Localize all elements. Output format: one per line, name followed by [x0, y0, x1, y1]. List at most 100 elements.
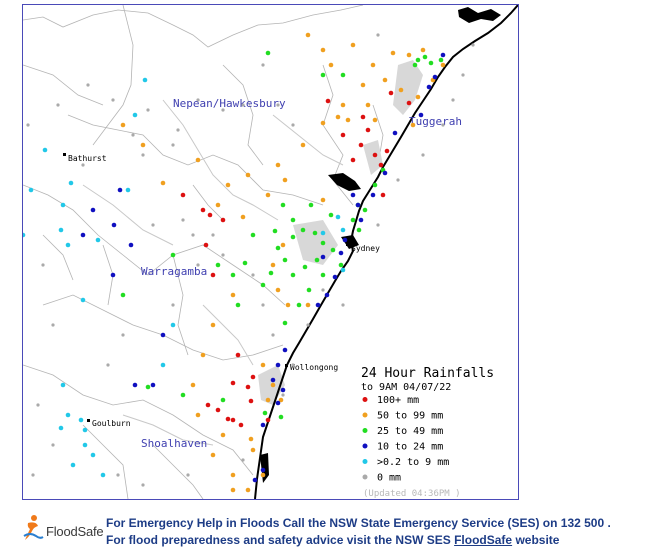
- rainfall-station-dot: [180, 392, 186, 398]
- rainfall-station-dot: [320, 72, 326, 78]
- rainfall-station-dot: [196, 263, 200, 267]
- rainfall-station-dot: [328, 62, 334, 68]
- rainfall-station-dot: [82, 442, 88, 448]
- region-label-shoalhaven: Shoalhaven: [141, 437, 207, 450]
- floodsafe-link[interactable]: FloodSafe: [454, 533, 513, 547]
- rainfall-station-dot: [195, 157, 201, 163]
- rainfall-station-dot: [290, 234, 296, 240]
- rainfall-station-dot: [420, 47, 426, 53]
- rainfall-station-dot: [41, 263, 45, 267]
- rainfall-station-dot: [241, 103, 245, 107]
- rainfall-station-dot: [291, 363, 295, 367]
- rainfall-station-dot: [245, 172, 251, 178]
- rainfall-station-dot: [120, 292, 126, 298]
- rainfall-station-dot: [132, 382, 138, 388]
- rainfall-station-dot: [406, 100, 412, 106]
- rainfall-station-dot: [171, 303, 175, 307]
- floodsafe-logo[interactable]: FloodSafe: [22, 514, 104, 544]
- preparedness-text: For flood preparedness and safety advice…: [106, 533, 559, 547]
- legend-label: 0 mm: [377, 473, 401, 484]
- rainfall-station-dot: [335, 114, 341, 120]
- rainfall-station-dot: [117, 187, 123, 193]
- town-label-bathurst: Bathurst: [68, 154, 107, 163]
- rainfall-station-dot: [325, 98, 331, 104]
- rainfall-station-dot: [412, 62, 418, 68]
- rainfall-station-dot: [305, 32, 311, 38]
- rainfall-station-dot: [260, 422, 266, 428]
- rainfall-station-dot: [200, 207, 206, 213]
- rainfall-station-dot: [305, 302, 311, 308]
- rainfall-station-dot: [440, 62, 446, 68]
- legend-items: 100+ mm 50 to 99 mm 25 to 49 mm 10 to 24 mm…: [362, 395, 449, 484]
- rainfall-station-dot: [260, 467, 266, 473]
- rainfall-station-dot: [250, 447, 256, 453]
- rainfall-station-dot: [378, 162, 384, 168]
- rainfall-station-dot: [241, 458, 245, 462]
- rainfall-station-dot: [338, 250, 344, 256]
- rainfall-station-dot: [230, 472, 236, 478]
- rainfall-station-dot: [215, 407, 221, 413]
- legend-label: >0.2 to 9 mm: [377, 457, 449, 468]
- rainfall-station-dot: [230, 272, 236, 278]
- rainfall-station-dot: [238, 422, 244, 428]
- rainfall-station-dot: [275, 362, 281, 368]
- rainfall-station-dot: [332, 274, 338, 280]
- rainfall-station-dot: [68, 180, 74, 186]
- legend: 24 Hour Rainfalls to 9AM 04/07/22 100+ m…: [361, 366, 494, 499]
- rainfall-station-dot: [26, 123, 30, 127]
- rainfall-station-dot: [275, 287, 281, 293]
- rainfall-station-dot: [372, 182, 378, 188]
- rainfall-station-dot: [268, 270, 274, 276]
- rainfall-station-dot: [248, 398, 254, 404]
- rainfall-station-dot: [376, 33, 380, 37]
- rainfall-station-dot: [276, 103, 280, 107]
- legend-label: 100+ mm: [377, 395, 419, 406]
- rainfall-station-dot: [275, 245, 281, 251]
- rainfall-station-dot: [341, 303, 345, 307]
- town-markers: Bathurst Sydney Wollongong Goulburn: [63, 153, 380, 428]
- legend-label: 10 to 24 mm: [377, 442, 443, 453]
- rainfall-station-dot: [251, 273, 255, 277]
- rainfall-station-dot: [355, 202, 361, 208]
- rainfall-station-dot: [285, 302, 291, 308]
- rainfall-station-dot: [300, 142, 306, 148]
- rainfall-station-dot: [60, 382, 66, 388]
- rainfall-station-dot: [350, 42, 356, 48]
- rainfall-station-dot: [441, 123, 445, 127]
- rainfall-station-dot: [291, 123, 295, 127]
- rainfall-station-dot: [90, 207, 96, 213]
- rainfall-station-dot: [340, 267, 346, 273]
- rainfall-station-dot: [350, 157, 356, 163]
- rainfall-station-dot: [235, 352, 241, 358]
- rainfall-station-dot: [365, 102, 371, 108]
- rainfall-station-dot: [314, 257, 320, 263]
- rainfall-station-dot: [270, 382, 276, 388]
- rainfall-station-dot: [230, 417, 236, 423]
- rainfall-station-dot: [275, 400, 281, 406]
- rainfall-station-dot: [426, 84, 432, 90]
- rainfall-station-dot: [116, 473, 120, 477]
- rainfall-station-dot: [248, 436, 254, 442]
- rainfall-station-dot: [171, 143, 175, 147]
- rainfall-station-dot: [210, 322, 216, 328]
- rainfall-station-dot: [90, 452, 96, 458]
- rainfall-station-dot: [190, 382, 196, 388]
- rainfall-station-dot: [428, 60, 434, 66]
- rainfall-station-dot: [280, 242, 286, 248]
- region-label-tuggerah: Tuggerah: [409, 115, 462, 128]
- rainfall-station-dot: [406, 52, 412, 58]
- rainfall-station-dot: [340, 72, 346, 78]
- town-marker-bathurst: [63, 153, 66, 156]
- rainfall-station-dot: [282, 177, 288, 183]
- rainfall-station-dot: [388, 90, 394, 96]
- rainfall-station-dot: [128, 242, 134, 248]
- rainfall-station-dot: [320, 230, 326, 236]
- rainfall-station-dot: [270, 262, 276, 268]
- rainfall-station-dot: [210, 452, 216, 458]
- rainfall-station-dot: [261, 303, 265, 307]
- rainfall-station-dot: [51, 443, 55, 447]
- rainfall-station-dot: [170, 322, 176, 328]
- rainfall-station-dot: [211, 233, 215, 237]
- rainfall-station-dot: [111, 98, 115, 102]
- rainfall-station-dot: [306, 287, 312, 293]
